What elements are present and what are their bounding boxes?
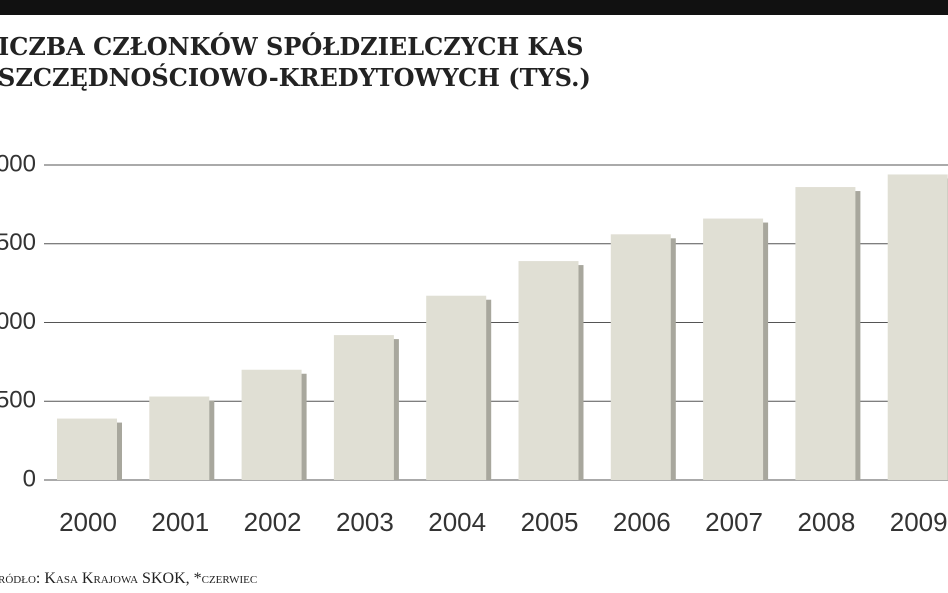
x-tick-label: 2007 [705,507,763,537]
x-tick-label: 2001 [151,507,209,537]
x-tick-label: 2002 [244,507,302,537]
x-tick-label: 2003 [336,507,394,537]
bar [333,335,394,480]
chart-title: SZCZĘDNOŚCIOWO-KREDYTOWYCH (TYS.) [0,63,591,92]
bar [703,218,764,481]
bar [795,187,856,481]
bar [610,234,671,480]
y-tick-label: 000 [0,308,36,335]
x-tick-label: 2005 [521,507,579,537]
y-tick-label: 500 [0,387,36,414]
y-tick-label: 000 [0,150,36,177]
bar [241,369,302,480]
bar [57,418,117,480]
y-tick-label: 0 [23,465,36,492]
chart-title: ICZBA CZŁONKÓW SPÓŁDZIELCZYCH KAS [0,32,583,61]
y-tick-label: 500 [0,229,36,256]
x-tick-label: 2006 [613,507,671,537]
source: ródło: Kasa Krajowa SKOK, *czerwiec [0,570,257,587]
x-tick-label: 2004 [428,507,486,537]
x-tick-label: 2000 [59,507,117,537]
top-band [0,0,948,15]
bar [887,174,948,480]
x-tick-label: 2009 [890,507,948,537]
bar [149,396,210,480]
x-tick-label: 2008 [797,507,855,537]
bar [518,261,579,480]
bar [426,295,487,480]
